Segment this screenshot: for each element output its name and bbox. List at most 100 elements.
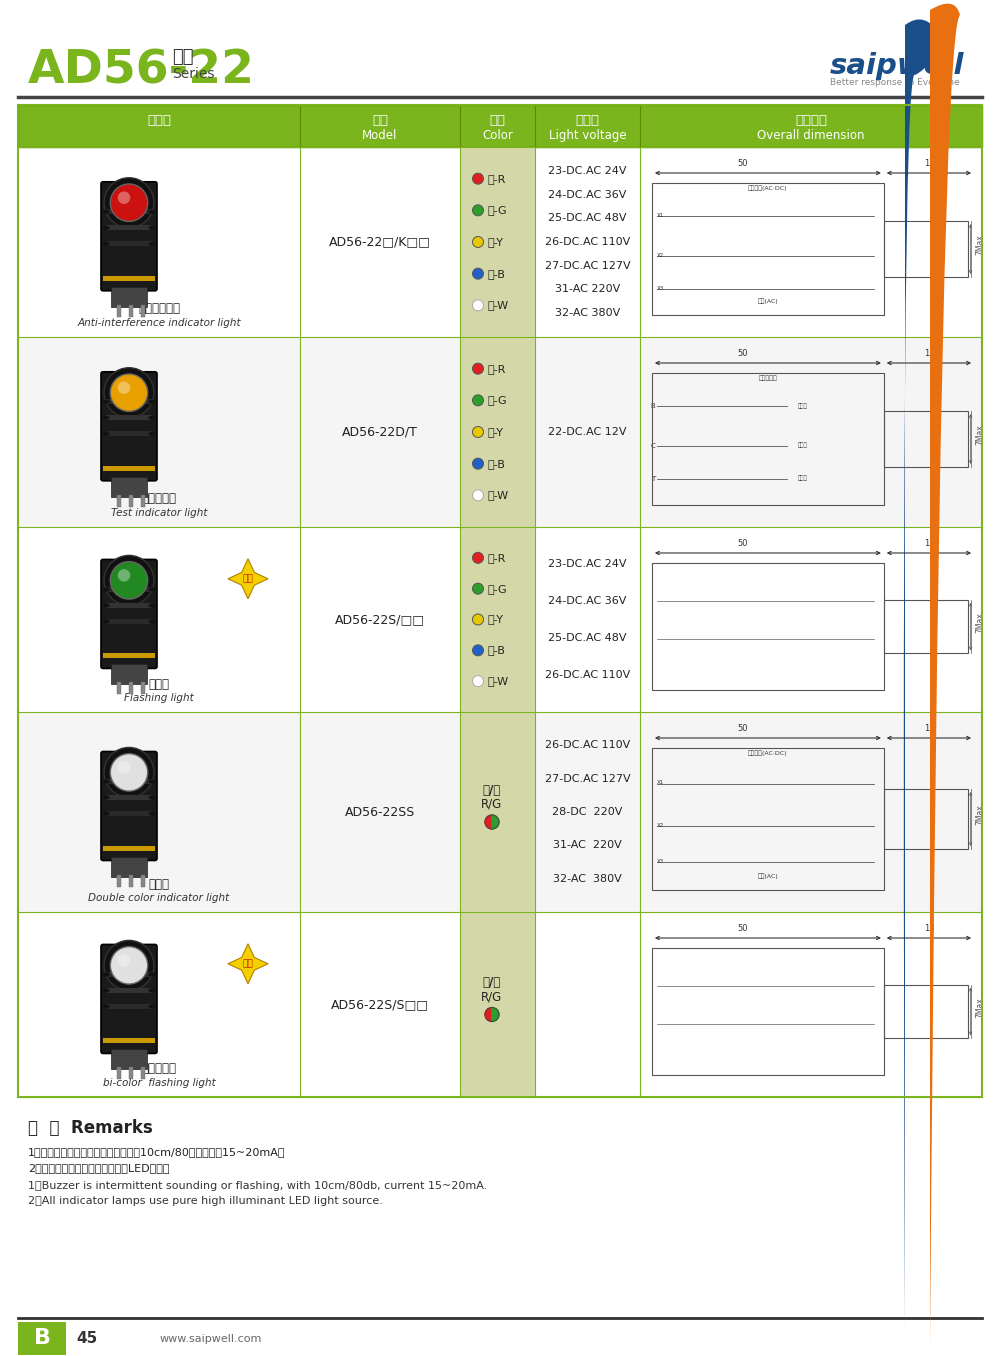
- Text: X1: X1: [657, 213, 664, 218]
- Bar: [111, 287, 147, 306]
- Text: 32-AC  380V: 32-AC 380V: [553, 873, 622, 884]
- Text: 测试端: 测试端: [798, 476, 808, 481]
- Text: 7Max: 7Max: [975, 997, 984, 1018]
- Text: 测试信号灯: 测试信号灯: [142, 492, 176, 506]
- Ellipse shape: [148, 400, 156, 404]
- Ellipse shape: [148, 241, 156, 245]
- Ellipse shape: [148, 587, 156, 591]
- Text: 50: 50: [737, 724, 747, 734]
- PathPatch shape: [930, 4, 960, 22]
- Bar: [103, 275, 155, 281]
- Text: 13: 13: [924, 159, 934, 168]
- Text: 27-DC.AC 127V: 27-DC.AC 127V: [545, 774, 630, 784]
- Bar: [117, 682, 121, 694]
- Bar: [18, 146, 982, 338]
- Text: AD56-22S/S□□: AD56-22S/S□□: [331, 998, 429, 1012]
- Ellipse shape: [148, 603, 156, 607]
- Text: 7Max: 7Max: [975, 424, 984, 445]
- Ellipse shape: [103, 241, 110, 245]
- Text: R/G: R/G: [481, 990, 503, 1003]
- Circle shape: [104, 941, 154, 990]
- Text: 26-DC.AC 110V: 26-DC.AC 110V: [545, 740, 630, 750]
- Circle shape: [110, 754, 148, 791]
- Bar: [106, 225, 152, 231]
- Bar: [884, 221, 968, 277]
- Bar: [111, 1050, 147, 1070]
- Text: B: B: [34, 1329, 50, 1348]
- Text: 双色闪光灯: 双色闪光灯: [142, 1063, 176, 1075]
- Circle shape: [104, 556, 154, 605]
- Text: 50: 50: [737, 538, 747, 548]
- Text: 50: 50: [737, 159, 747, 168]
- Circle shape: [473, 458, 484, 469]
- Circle shape: [473, 395, 484, 405]
- Circle shape: [473, 174, 484, 184]
- Text: 公共端: 公共端: [798, 443, 808, 449]
- Ellipse shape: [103, 811, 110, 815]
- Ellipse shape: [103, 416, 110, 420]
- Bar: [18, 338, 982, 527]
- Text: 绿-G: 绿-G: [488, 583, 508, 594]
- Ellipse shape: [148, 431, 156, 435]
- Text: 交流(AC): 交流(AC): [758, 298, 778, 305]
- Text: 1、Buzzer is intermittent sounding or flashing, with 10cm/80db, current 15~20mA.: 1、Buzzer is intermittent sounding or fla…: [28, 1181, 487, 1191]
- Ellipse shape: [148, 416, 156, 420]
- Bar: [460, 146, 535, 338]
- Ellipse shape: [148, 780, 156, 784]
- Text: 白-W: 白-W: [488, 491, 509, 500]
- Ellipse shape: [103, 1005, 110, 1009]
- Text: 26-DC.AC 110V: 26-DC.AC 110V: [545, 670, 630, 679]
- Text: 24-DC.AC 36V: 24-DC.AC 36V: [548, 190, 627, 199]
- Text: Double color indicator light: Double color indicator light: [88, 894, 230, 903]
- Text: www.saipwell.com: www.saipwell.com: [160, 1333, 262, 1344]
- Wedge shape: [485, 815, 492, 829]
- Ellipse shape: [103, 780, 110, 784]
- Circle shape: [118, 570, 130, 582]
- Bar: [103, 654, 155, 659]
- Bar: [460, 913, 535, 1097]
- Ellipse shape: [148, 989, 156, 993]
- Text: 2、所有信号灯全部为纯色高亮度LED光源。: 2、所有信号灯全部为纯色高亮度LED光源。: [28, 1163, 170, 1173]
- Text: Color: Color: [482, 129, 513, 142]
- Bar: [106, 399, 152, 404]
- Circle shape: [473, 675, 484, 686]
- Ellipse shape: [103, 400, 110, 404]
- Bar: [103, 846, 155, 850]
- Text: 双色灯: 双色灯: [148, 877, 170, 891]
- Text: 颜色: 颜色: [490, 114, 506, 127]
- Text: B: B: [650, 403, 655, 410]
- FancyBboxPatch shape: [101, 944, 157, 1054]
- Bar: [129, 305, 133, 317]
- Ellipse shape: [148, 210, 156, 214]
- Text: 50: 50: [737, 348, 747, 358]
- Bar: [141, 305, 145, 317]
- Bar: [106, 241, 152, 247]
- Text: X2: X2: [657, 823, 664, 829]
- Text: X2: X2: [657, 252, 664, 258]
- Text: 蓝-B: 蓝-B: [488, 645, 506, 655]
- Text: 红-R: 红-R: [488, 553, 506, 563]
- Text: 信号端: 信号端: [798, 403, 808, 408]
- Bar: [652, 563, 884, 690]
- Circle shape: [473, 205, 484, 216]
- FancyBboxPatch shape: [101, 560, 157, 669]
- Ellipse shape: [103, 796, 110, 800]
- Text: 系列: 系列: [172, 47, 194, 66]
- Bar: [117, 1067, 121, 1079]
- Bar: [18, 1322, 66, 1355]
- Circle shape: [473, 363, 484, 374]
- Bar: [652, 749, 884, 890]
- Bar: [111, 857, 147, 876]
- Bar: [141, 1067, 145, 1079]
- Circle shape: [104, 747, 154, 797]
- Text: bi-color  flashing light: bi-color flashing light: [103, 1078, 215, 1088]
- Circle shape: [104, 367, 154, 418]
- Bar: [111, 477, 147, 496]
- Text: 交流接线(AC·DC): 交流接线(AC·DC): [748, 750, 788, 755]
- Bar: [652, 183, 884, 315]
- FancyBboxPatch shape: [101, 372, 157, 481]
- Bar: [117, 875, 121, 887]
- Text: 抗干扰信号灯: 抗干扰信号灯: [138, 302, 180, 316]
- Bar: [106, 415, 152, 420]
- Text: 50: 50: [737, 923, 747, 933]
